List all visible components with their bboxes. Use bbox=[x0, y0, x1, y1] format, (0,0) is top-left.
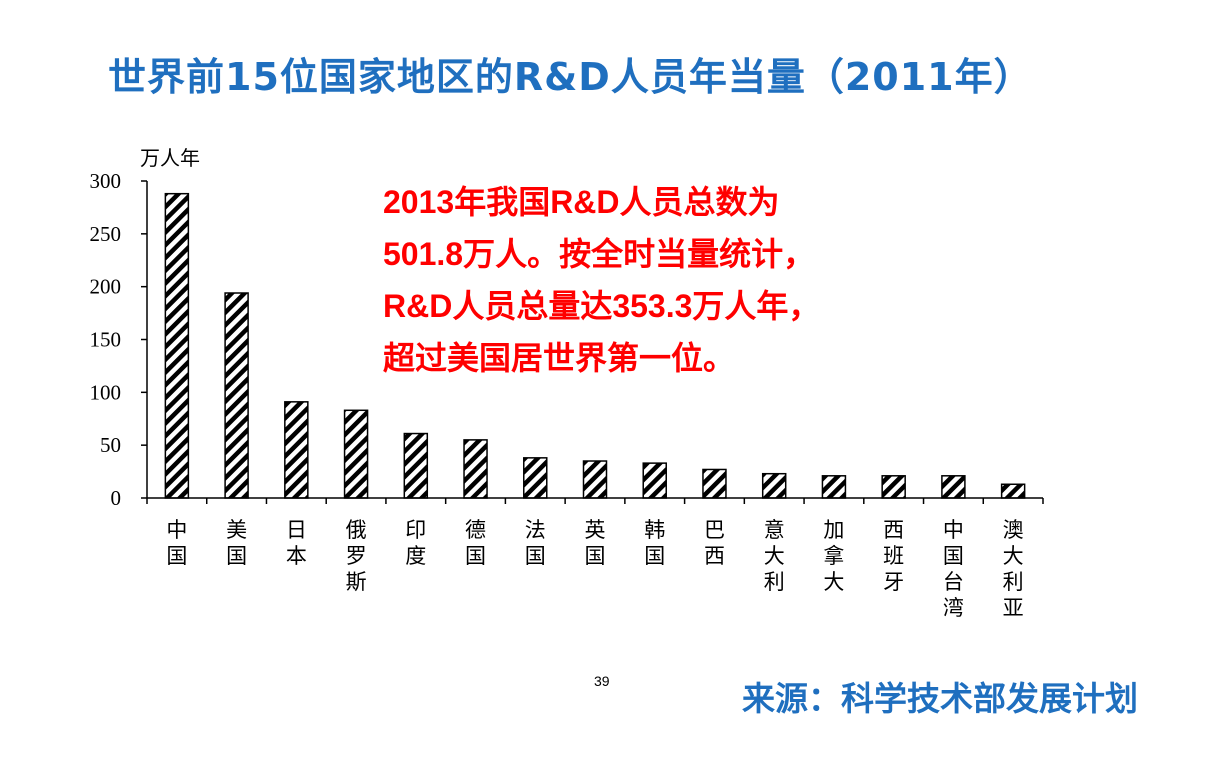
bar-加拿大 bbox=[821, 475, 847, 499]
x-tick-label: 意大利 bbox=[764, 518, 785, 594]
x-tick-label: 巴西 bbox=[704, 518, 725, 568]
x-tick-label: 俄罗斯 bbox=[346, 518, 367, 594]
x-tick-label: 西班牙 bbox=[883, 518, 904, 594]
x-tick-label: 加拿大 bbox=[823, 518, 844, 594]
bar-俄罗斯 bbox=[343, 409, 369, 499]
bar-德国 bbox=[463, 439, 488, 499]
y-tick-label: 50 bbox=[100, 433, 121, 457]
x-tick-label: 英国 bbox=[585, 518, 606, 568]
bar-英国 bbox=[582, 460, 608, 499]
x-tick-label: 澳大利亚 bbox=[1003, 518, 1024, 620]
bar-中国台湾 bbox=[941, 475, 966, 499]
annotation-line: 501.8万人。按全时当量统计， bbox=[383, 236, 816, 272]
bar-澳大利亚 bbox=[1000, 483, 1026, 499]
y-tick-label: 200 bbox=[90, 275, 122, 299]
x-tick-label: 日本 bbox=[286, 518, 307, 568]
bar-中国 bbox=[164, 192, 190, 499]
y-tick-label: 250 bbox=[90, 222, 122, 246]
x-tick-label: 法国 bbox=[525, 518, 546, 568]
page-number: 39 bbox=[594, 673, 610, 689]
annotation-text: 2013年我国R&D人员总数为 501.8万人。按全时当量统计， R&D人员总量… bbox=[383, 176, 963, 384]
y-axis-unit-label: 万人年 bbox=[140, 146, 200, 170]
slide-title: 世界前15位国家地区的R&D人员年当量（2011年） bbox=[108, 55, 1033, 99]
bar-印度 bbox=[403, 432, 429, 499]
annotation-line: 2013年我国R&D人员总数为 bbox=[383, 184, 780, 220]
annotation-line: 超过美国居世界第一位。 bbox=[383, 340, 736, 376]
y-tick-label: 300 bbox=[90, 169, 122, 193]
y-tick-label: 150 bbox=[90, 328, 122, 352]
x-tick-label: 中国 bbox=[166, 518, 187, 568]
bar-法国 bbox=[523, 457, 548, 499]
bar-意大利 bbox=[761, 472, 787, 499]
y-tick-label: 100 bbox=[90, 380, 122, 404]
bar-韩国 bbox=[642, 462, 667, 499]
annotation-line: R&D人员总量达353.3万人年， bbox=[383, 288, 821, 324]
bar-西班牙 bbox=[881, 475, 906, 499]
x-tick-label: 印度 bbox=[405, 518, 426, 568]
bar-巴西 bbox=[702, 468, 727, 499]
x-tick-label: 美国 bbox=[226, 518, 247, 568]
bar-美国 bbox=[224, 292, 249, 499]
x-tick-label: 中国台湾 bbox=[943, 518, 964, 620]
source-note: 来源：科学技术部发展计划 bbox=[742, 679, 1138, 718]
y-tick-label: 0 bbox=[111, 486, 122, 510]
bar-日本 bbox=[284, 401, 309, 499]
x-tick-label: 德国 bbox=[465, 518, 486, 568]
x-tick-label: 韩国 bbox=[644, 518, 665, 568]
